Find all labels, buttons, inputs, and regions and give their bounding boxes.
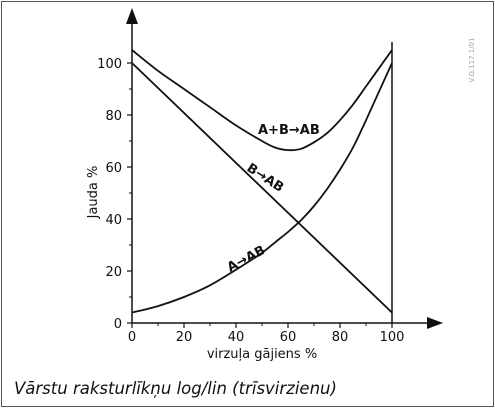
series-a-plus-b-to-ab bbox=[131, 49, 393, 152]
label-a-plus-b-end: AB bbox=[300, 123, 320, 138]
label-a-plus-b: A+B→AB bbox=[258, 123, 320, 138]
figure-caption: Vārstu raksturlīkņu log/lin (trīsvirzien… bbox=[14, 379, 337, 398]
x-tick-label: 100 bbox=[380, 330, 405, 345]
label-a-plus-b-text: A+B bbox=[258, 123, 289, 138]
axis-ticks bbox=[127, 62, 393, 328]
y-tick-label: 20 bbox=[105, 265, 122, 280]
y-tick-label: 100 bbox=[97, 57, 122, 72]
x-tick-label: 60 bbox=[280, 330, 297, 345]
y-tick-label: 40 bbox=[105, 213, 122, 228]
x-tick-label: 40 bbox=[228, 330, 245, 345]
x-axis-title: virzuļa gājiens % bbox=[207, 347, 317, 362]
tick-labels: 0 20 40 60 80 100 0 20 40 60 80 100 bbox=[97, 57, 404, 345]
label-a: A→AB bbox=[225, 243, 268, 275]
x-tick-label: 20 bbox=[176, 330, 193, 345]
watermark-code: V.G.117.1/01 bbox=[468, 37, 476, 82]
y-tick-label: 60 bbox=[105, 161, 122, 176]
x-axis-arrow bbox=[427, 317, 443, 329]
y-axis-title: Jauda % bbox=[86, 166, 101, 220]
series-lines bbox=[131, 49, 393, 314]
x-tick-label: 80 bbox=[332, 330, 349, 345]
series-b-to-ab bbox=[131, 62, 393, 314]
label-a-plus-b-arrow: → bbox=[289, 123, 300, 138]
y-tick-label: 0 bbox=[114, 317, 122, 332]
x-tick-label: 0 bbox=[128, 330, 136, 345]
series-a-to-ab bbox=[131, 62, 393, 314]
y-tick-label: 80 bbox=[105, 109, 122, 124]
y-axis-arrow bbox=[126, 8, 138, 24]
